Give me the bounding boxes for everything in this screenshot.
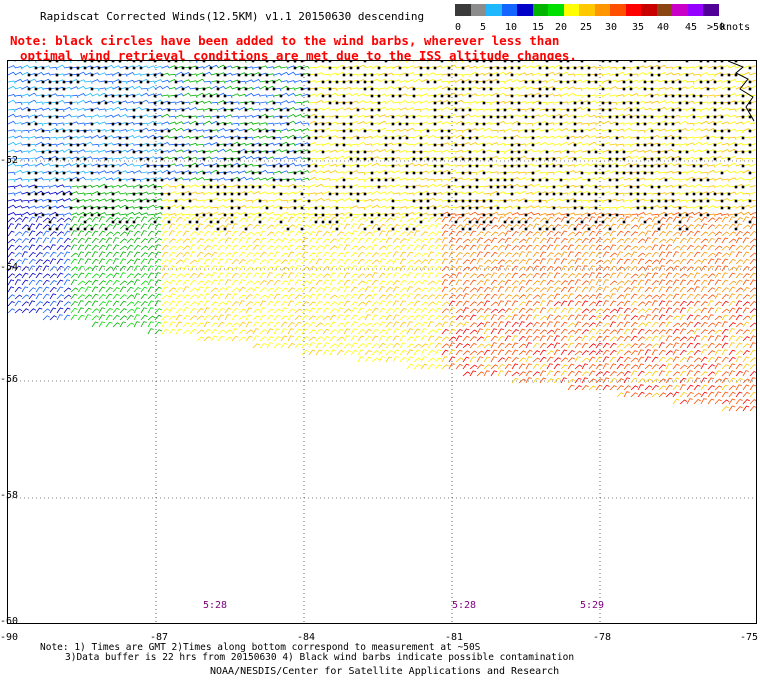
lon-label-84: -84 xyxy=(297,632,316,643)
legend-color-swatch xyxy=(672,4,688,16)
legend-label: 25 xyxy=(580,22,593,33)
contamination-note-line1: Note: black circles have been added to t… xyxy=(10,33,560,48)
legend-color-swatch xyxy=(594,4,611,16)
wind-barbs xyxy=(8,61,756,412)
legend-label: 5 xyxy=(480,22,487,33)
legend-color-swatch xyxy=(579,4,595,16)
legend-color-swatch xyxy=(703,4,719,16)
footnote-line2: 3)Data buffer is 22 hrs from 20150630 4)… xyxy=(65,652,575,663)
coastline xyxy=(727,61,755,122)
legend-color-swatch xyxy=(656,4,673,16)
lat-label-58: -58 xyxy=(0,490,19,501)
legend-label: 15 xyxy=(532,22,545,33)
legend-label: 20 xyxy=(555,22,568,33)
lon-label-81: -81 xyxy=(445,632,464,643)
legend-color-swatch xyxy=(563,4,580,16)
wind-barb-field xyxy=(8,61,756,623)
wind-map xyxy=(7,60,757,624)
legend-color-swatch xyxy=(470,4,487,16)
legend-label: 45 xyxy=(685,22,698,33)
legend-label: 30 xyxy=(605,22,618,33)
lon-label-78: -78 xyxy=(593,632,612,643)
time-label: 5:28 xyxy=(203,600,228,611)
lon-label-87: -87 xyxy=(150,632,169,643)
legend-color-swatch xyxy=(486,4,502,16)
legend-color-swatch xyxy=(532,4,549,16)
legend-color-swatch xyxy=(548,4,564,16)
lat-label-60: -60 xyxy=(0,616,19,627)
lon-label-75: -75 xyxy=(740,632,759,643)
legend-label: 40 xyxy=(657,22,670,33)
credit-line: NOAA/NESDIS/Center for Satellite Applica… xyxy=(210,666,560,677)
map-title: Rapidscat Corrected Winds(12.5KM) v1.1 2… xyxy=(40,10,425,23)
lat-label-54: -54 xyxy=(0,262,19,273)
legend-unit: knots xyxy=(720,22,751,33)
lat-label-52: -52 xyxy=(0,155,19,166)
legend-color-swatch xyxy=(517,4,533,16)
legend-color-swatch xyxy=(455,4,471,16)
legend-label: 0 xyxy=(455,22,462,33)
legend-color-swatch xyxy=(641,4,657,16)
footnote-line1: Note: 1) Times are GMT 2)Times along bot… xyxy=(40,642,481,653)
legend-label: 35 xyxy=(632,22,645,33)
time-label: 5:29 xyxy=(580,600,605,611)
legend-color-swatch xyxy=(625,4,642,16)
legend-label: >50 xyxy=(707,22,726,33)
lon-label-90: -90 xyxy=(0,632,19,643)
legend-color-swatch xyxy=(687,4,704,16)
legend-label: 10 xyxy=(505,22,518,33)
wind-speed-legend: 0 5 10 15 20 25 30 35 40 45 >50 knots xyxy=(455,4,755,38)
contamination-note-line2: optimal wind retrieval conditions are me… xyxy=(20,48,577,63)
lat-label-56: -56 xyxy=(0,374,19,385)
time-label: 5:28 xyxy=(452,600,477,611)
legend-color-swatch xyxy=(501,4,518,16)
legend-color-swatch xyxy=(610,4,626,16)
contamination-markers xyxy=(27,61,752,231)
